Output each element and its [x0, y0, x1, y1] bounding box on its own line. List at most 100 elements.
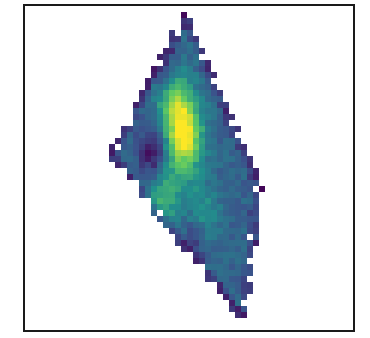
heatmap-cell — [181, 222, 187, 228]
heatmap-cell — [169, 90, 175, 96]
heatmap-cell — [223, 228, 229, 234]
heatmap-cell — [187, 114, 193, 120]
heatmap-cell — [163, 48, 169, 54]
heatmap-cell — [235, 312, 241, 318]
heatmap-cell — [235, 282, 241, 288]
heatmap-cell — [241, 192, 247, 198]
heatmap-cell — [181, 216, 187, 222]
heatmap-cell — [193, 96, 199, 102]
heatmap-cell — [217, 150, 223, 156]
heatmap-cell — [235, 234, 241, 240]
heatmap-cell — [121, 138, 127, 144]
heatmap-cell — [199, 222, 205, 228]
heatmap-cell — [187, 150, 193, 156]
heatmap-cell — [157, 144, 163, 150]
heatmap-cell — [169, 48, 175, 54]
heatmap-cell — [175, 42, 181, 48]
heatmap-cell — [145, 144, 151, 150]
heatmap-cell — [229, 240, 235, 246]
heatmap-cell — [157, 66, 163, 72]
heatmap-cell — [193, 102, 199, 108]
heatmap-cell — [187, 132, 193, 138]
heatmap-cell — [205, 186, 211, 192]
heatmap-cell — [169, 84, 175, 90]
heatmap-cell — [163, 222, 169, 228]
heatmap-cell — [175, 114, 181, 120]
heatmap-cell — [121, 144, 127, 150]
heatmap-cell — [253, 204, 259, 210]
heatmap-cell — [205, 168, 211, 174]
heatmap-cell — [235, 198, 241, 204]
heatmap-cell — [175, 48, 181, 54]
heatmap-cell — [205, 132, 211, 138]
heatmap-cell — [163, 120, 169, 126]
heatmap-cell — [241, 246, 247, 252]
heatmap-cell — [205, 264, 211, 270]
heatmap-cell — [187, 240, 193, 246]
heatmap-cell — [127, 144, 133, 150]
heatmap-cell — [247, 168, 253, 174]
heatmap-cell — [223, 114, 229, 120]
heatmap-cell — [217, 138, 223, 144]
heatmap-cell — [139, 174, 145, 180]
heatmap-cell — [139, 90, 145, 96]
heatmap-cell — [211, 240, 217, 246]
heatmap-cell — [115, 138, 121, 144]
heatmap-cell — [211, 168, 217, 174]
heatmap-cell — [211, 114, 217, 120]
heatmap-cell — [223, 138, 229, 144]
heatmap-cell — [181, 162, 187, 168]
heatmap-cell — [199, 162, 205, 168]
heatmap-cell — [187, 90, 193, 96]
heatmap-cell — [205, 90, 211, 96]
heatmap-cell — [229, 144, 235, 150]
heatmap-cell — [235, 150, 241, 156]
heatmap-cell — [229, 288, 235, 294]
heatmap-cell — [187, 192, 193, 198]
heatmap-cell — [199, 96, 205, 102]
heatmap-cell — [175, 216, 181, 222]
heatmap-cell — [211, 162, 217, 168]
heatmap-cell — [187, 18, 193, 24]
heatmap-cell — [169, 120, 175, 126]
heatmap-cell — [241, 162, 247, 168]
heatmap-cell — [205, 246, 211, 252]
heatmap-cell — [139, 168, 145, 174]
heatmap-cell — [175, 162, 181, 168]
heatmap-cell — [151, 66, 157, 72]
heatmap-cell — [139, 96, 145, 102]
heatmap-cell — [205, 150, 211, 156]
heatmap-cell — [181, 150, 187, 156]
heatmap-cell — [193, 144, 199, 150]
heatmap-cell — [211, 108, 217, 114]
heatmap-cell — [199, 66, 205, 72]
heatmap-cell — [241, 258, 247, 264]
heatmap-cell — [169, 150, 175, 156]
heatmap-cell — [235, 210, 241, 216]
heatmap-cell — [199, 258, 205, 264]
heatmap-cell — [175, 204, 181, 210]
heatmap-cell — [151, 144, 157, 150]
heatmap-cell — [205, 162, 211, 168]
heatmap-cell — [139, 180, 145, 186]
heatmap-cell — [199, 138, 205, 144]
heatmap-cell — [211, 156, 217, 162]
heatmap-cell — [121, 156, 127, 162]
heatmap-cell — [169, 204, 175, 210]
heatmap-cell — [193, 114, 199, 120]
heatmap-cell — [229, 276, 235, 282]
heatmap-cell — [205, 270, 211, 276]
heatmap-cell — [181, 102, 187, 108]
heatmap-cell — [109, 150, 115, 156]
heatmap-cell — [151, 168, 157, 174]
heatmap-cell — [235, 162, 241, 168]
heatmap-cell — [193, 168, 199, 174]
heatmap-cell — [139, 150, 145, 156]
heatmap-cell — [205, 138, 211, 144]
heatmap-cell — [229, 294, 235, 300]
heatmap-cell — [151, 114, 157, 120]
heatmap-cell — [235, 276, 241, 282]
heatmap-cell — [199, 102, 205, 108]
heatmap-cell — [217, 216, 223, 222]
heatmap-cell — [241, 216, 247, 222]
